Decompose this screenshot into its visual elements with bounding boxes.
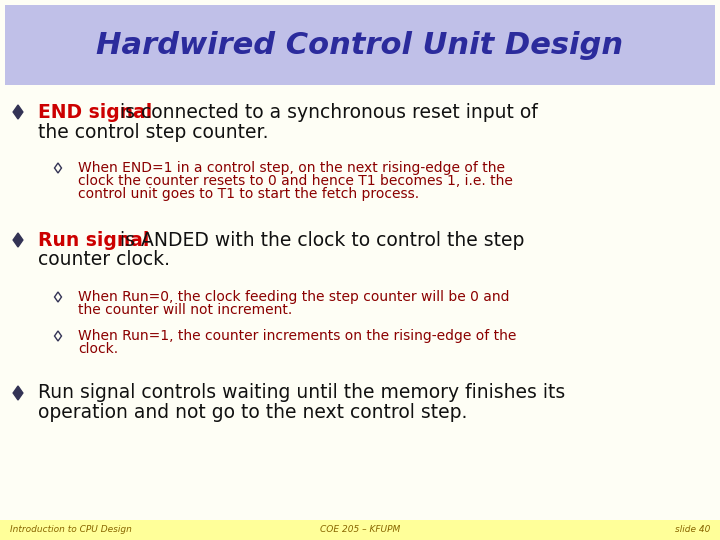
Text: slide 40: slide 40 bbox=[675, 525, 710, 535]
Polygon shape bbox=[55, 292, 61, 302]
Text: Run signal controls waiting until the memory finishes its: Run signal controls waiting until the me… bbox=[38, 383, 565, 402]
Text: Run signal: Run signal bbox=[38, 231, 149, 249]
Text: operation and not go to the next control step.: operation and not go to the next control… bbox=[38, 403, 467, 422]
Text: counter clock.: counter clock. bbox=[38, 251, 170, 269]
Text: COE 205 – KFUPM: COE 205 – KFUPM bbox=[320, 525, 400, 535]
FancyBboxPatch shape bbox=[5, 5, 715, 85]
Text: Hardwired Control Unit Design: Hardwired Control Unit Design bbox=[96, 30, 624, 59]
Text: When END=1 in a control step, on the next rising-edge of the: When END=1 in a control step, on the nex… bbox=[78, 161, 505, 175]
Text: is connected to a synchronous reset input of: is connected to a synchronous reset inpu… bbox=[114, 103, 538, 122]
Text: clock the counter resets to 0 and hence T1 becomes 1, i.e. the: clock the counter resets to 0 and hence … bbox=[78, 174, 513, 188]
Text: control unit goes to T1 to start the fetch process.: control unit goes to T1 to start the fet… bbox=[78, 187, 419, 201]
Text: Introduction to CPU Design: Introduction to CPU Design bbox=[10, 525, 132, 535]
Polygon shape bbox=[55, 163, 61, 173]
Text: When Run=1, the counter increments on the rising-edge of the: When Run=1, the counter increments on th… bbox=[78, 329, 516, 343]
Polygon shape bbox=[13, 105, 23, 119]
Text: clock.: clock. bbox=[78, 342, 118, 356]
Text: the counter will not increment.: the counter will not increment. bbox=[78, 303, 292, 317]
FancyBboxPatch shape bbox=[0, 520, 720, 540]
Polygon shape bbox=[13, 233, 23, 247]
Text: the control step counter.: the control step counter. bbox=[38, 123, 269, 141]
Polygon shape bbox=[13, 386, 23, 400]
Text: is ANDED with the clock to control the step: is ANDED with the clock to control the s… bbox=[114, 231, 524, 249]
Text: END signal: END signal bbox=[38, 103, 152, 122]
Text: When Run=0, the clock feeding the step counter will be 0 and: When Run=0, the clock feeding the step c… bbox=[78, 290, 510, 304]
Polygon shape bbox=[55, 331, 61, 341]
